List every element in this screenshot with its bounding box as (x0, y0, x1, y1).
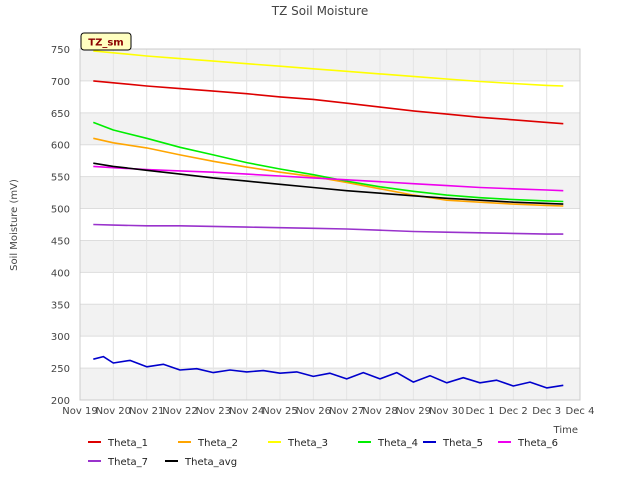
x-tick-label: Dec 4 (566, 406, 595, 417)
legend-theta-3-label: Theta_3 (287, 438, 328, 449)
y-tick-label: 200 (51, 396, 70, 407)
x-axis-title: Time (553, 425, 578, 436)
series-line-theta-1 (93, 80, 564, 125)
x-tick-label: Nov 23 (196, 406, 231, 417)
legend-theta-1-label: Theta_1 (107, 438, 148, 449)
x-tick-label: Nov 25 (262, 406, 297, 417)
y-tick-label: 350 (51, 300, 70, 311)
legend-theta-4-label: Theta_4 (377, 438, 418, 449)
y-tick-label: 700 (51, 77, 70, 88)
x-tick-label: Nov 20 (96, 406, 131, 417)
x-tick-label: Nov 22 (162, 406, 197, 417)
y-tick-label: 650 (51, 109, 70, 120)
y-tick-label: 550 (51, 173, 70, 184)
plot-frame (79, 48, 581, 401)
legend-theta-5-label: Theta_5 (442, 438, 483, 449)
grid-band (80, 49, 580, 81)
y-tick-label: 750 (51, 45, 70, 56)
series-line-theta-5 (93, 355, 564, 389)
series-line-theta-4 (93, 121, 564, 203)
chart-title: TZ Soil Moisture (271, 4, 368, 18)
series-line-theta-7 (93, 223, 564, 235)
x-tick-label: Nov 27 (329, 406, 364, 417)
legend-theta-2-label: Theta_2 (197, 438, 238, 449)
x-tick-label: Nov 28 (362, 406, 397, 417)
x-tick-label: Dec 3 (532, 406, 561, 417)
legend-theta-6-label: Theta_6 (517, 438, 558, 449)
y-tick-label: 450 (51, 236, 70, 247)
grid-band (80, 304, 580, 337)
x-tick-label: Nov 19 (62, 406, 97, 417)
x-tick-label: Nov 21 (129, 406, 164, 417)
legend-theta-avg-label: Theta_avg (184, 457, 237, 468)
x-tick-label: Dec 1 (466, 406, 495, 417)
y-axis-title: Soil Moisture (mV) (9, 179, 20, 271)
y-axis: 200 250 300 350 400 450 500 550 600 650 700 750 (51, 45, 70, 407)
x-tick-label: Nov 26 (296, 406, 331, 417)
x-tick-label: Nov 24 (229, 406, 264, 417)
y-tick-label: 400 (51, 268, 70, 279)
y-tick-label: 600 (51, 141, 70, 152)
grid-bands (80, 49, 580, 400)
y-tick-label: 300 (51, 332, 70, 343)
legend: Theta_1 Theta_2 Theta_3 Theta_4 Theta_5 Theta… (88, 438, 558, 468)
x-tick-label: Nov 29 (396, 406, 431, 417)
legend-theta-7-label: Theta_7 (107, 457, 148, 468)
series-line-theta-avg (93, 162, 564, 205)
x-tick-label: Nov 30 (429, 406, 464, 417)
series-line-theta-6 (93, 165, 564, 192)
x-tick-label: Dec 2 (499, 406, 528, 417)
series-line-theta-3 (93, 50, 564, 87)
y-tick-label: 500 (51, 205, 70, 216)
series-badge-label: TZ_sm (88, 38, 123, 49)
grid-band (80, 240, 580, 273)
series-badge-box (80, 32, 132, 51)
y-tick-label: 250 (51, 364, 70, 375)
series-badge: TZ_sm (80, 32, 132, 51)
series-layer (93, 50, 564, 389)
